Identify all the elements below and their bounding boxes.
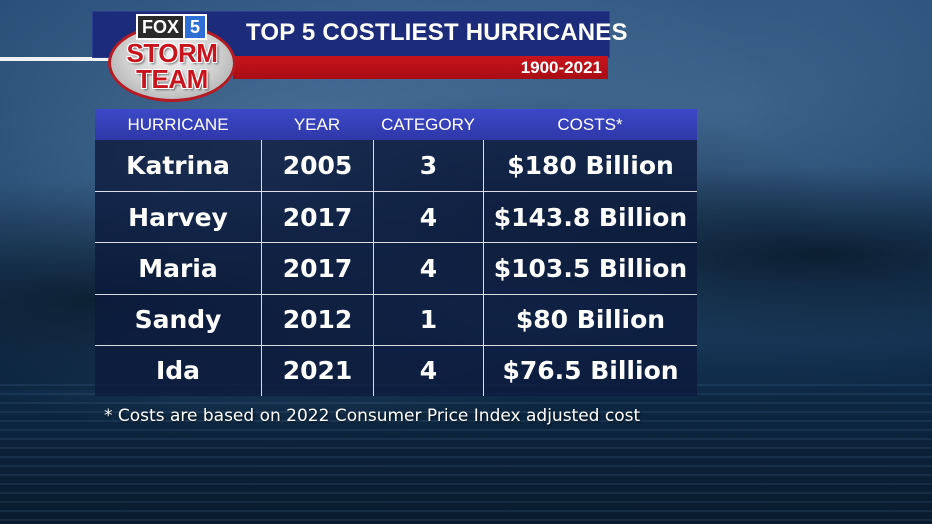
year-cell: 2021 (261, 345, 373, 396)
logo-storm-text: STORM (126, 38, 218, 68)
category-cell: 4 (373, 243, 483, 294)
hurricane-name-cell: Ida (155, 356, 201, 386)
hurricane-name-cell: Harvey (128, 202, 228, 232)
column-header-category: CATEGORY (381, 114, 475, 134)
table-row: Sandy 2012 1 $80 Billion (95, 293, 697, 345)
channel-number: 5 (183, 14, 208, 40)
column-header-hurricane: HURRICANE (127, 114, 229, 134)
table-body: Katrina 2005 3 $180 Billion Harvey 2017 … (95, 140, 697, 396)
fox5-storm-team-logo: FOX 5 STORM TEAM (108, 14, 236, 102)
year-cell: 2017 (261, 243, 373, 294)
category-cell: 4 (373, 345, 483, 396)
table-row: Maria 2017 4 $103.5 Billion (95, 242, 697, 294)
cost-cell: $80 Billion (483, 294, 697, 345)
hurricane-name-cell: Sandy (134, 305, 222, 335)
column-header-year: YEAR (293, 114, 341, 134)
hurricane-cost-table: HURRICANE YEAR CATEGORY COSTS* Katrina 2… (95, 109, 697, 396)
table-header-row: HURRICANE YEAR CATEGORY COSTS* (95, 109, 697, 140)
category-cell: 4 (373, 192, 483, 243)
year-cell: 2005 (261, 140, 373, 192)
year-cell: 2012 (261, 294, 373, 345)
category-cell: 1 (373, 294, 483, 345)
page-title: TOP 5 COSTLIEST HURRICANES (246, 19, 628, 46)
cost-cell: $76.5 Billion (483, 345, 697, 396)
hurricane-name-cell: Katrina (126, 151, 230, 181)
cost-footnote: * Costs are based on 2022 Consumer Price… (104, 406, 641, 426)
background-water (0, 384, 932, 524)
fox5-wordmark: FOX 5 (136, 14, 208, 40)
cost-cell: $103.5 Billion (483, 243, 697, 294)
hurricane-name-cell: Maria (138, 253, 218, 283)
table-row: Katrina 2005 3 $180 Billion (95, 140, 697, 192)
year-cell: 2017 (261, 192, 373, 243)
column-header-costs: COSTS* (557, 114, 623, 134)
logo-team-text: TEAM (136, 64, 208, 94)
fox-wordmark-text: FOX (136, 14, 184, 40)
cost-cell: $180 Billion (483, 140, 697, 192)
accent-line (0, 57, 120, 61)
table-row: Harvey 2017 4 $143.8 Billion (95, 191, 697, 243)
category-cell: 3 (373, 140, 483, 192)
date-range-banner (233, 56, 608, 79)
table-row: Ida 2021 4 $76.5 Billion (95, 344, 697, 396)
cost-cell: $143.8 Billion (483, 192, 697, 243)
date-range: 1900-2021 (520, 58, 602, 77)
